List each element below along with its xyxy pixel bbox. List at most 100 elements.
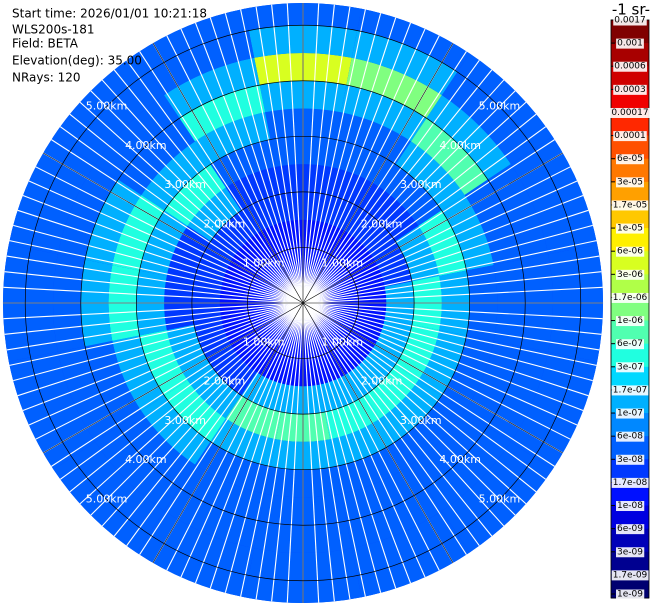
azimuth-line [302,302,563,454]
field-cell [166,225,211,282]
ray-gap [255,6,304,304]
azimuth-line [43,302,304,454]
colorbar-tick-label: 6e-06 [617,247,643,257]
colorbar-label-box [611,292,649,303]
ray-gap [286,3,304,304]
field-cell [533,357,598,470]
range-ring-label: 3.00km [164,414,206,427]
field-cell [441,335,494,412]
colorbar-tick-label: 0.0006 [614,62,646,72]
field-cell [533,136,598,249]
colorbar-band [611,135,649,160]
ray-gap [302,302,593,382]
ray-gap [302,302,320,603]
colorbar-tick-label: 3e-09 [617,547,643,557]
field-cell [324,395,381,440]
azimuth-line [152,302,304,563]
colorbar-tick-label: 0.0003 [614,85,646,95]
ray-gap [302,22,412,304]
colorbar-band [611,66,649,90]
ray-gap [302,69,493,304]
range-ring-label: 5.00km [479,492,521,505]
colorbar-band [611,551,649,576]
ray-gap [302,302,412,584]
ray-gap [302,255,600,304]
range-ring-label: 4.00km [125,453,167,466]
range-ring-label: 1.00km [243,257,285,270]
field-cell [139,330,188,396]
ray-gap [302,302,397,589]
colorbar-band [611,43,649,67]
azimuth-line [302,302,454,563]
range-ring-label: 2.00km [361,375,403,388]
ray-gap [59,126,304,304]
colorbar-tick-label: 1e-07 [617,409,643,419]
colorbar-band [611,366,649,391]
elevation: Elevation(deg): 35.00 [12,54,142,68]
colorbar-tick-label: 1.7e-05 [613,200,648,210]
colorbar-band [611,482,649,507]
colorbar-label-box [613,84,647,95]
ray-gap [126,302,304,547]
field-cell [210,139,276,188]
field-cell [30,351,96,458]
ray-gap [302,302,578,426]
colorbar-tick-label: 6e-05 [617,154,643,164]
colorbar-tick-label: 1e-06 [617,316,643,326]
ray-gap [22,194,304,304]
start-time: Start time: 2026/01/01 10:21:18 [12,7,207,21]
colorbar-tick-label: 0.00017 [611,108,648,118]
ray-gap [4,271,304,304]
colorbar-label-box [616,431,645,442]
colorbar-band [611,297,649,322]
range-ring [80,80,526,526]
ray-gap [302,302,547,480]
ray-gap [302,302,382,593]
ray-gap [302,302,516,516]
field-cell [136,8,249,73]
colorbar-tick-label: 1.7e-07 [613,385,648,395]
field-cell [194,112,271,165]
field-cell [112,335,165,412]
field-cell [194,241,234,287]
ray-gap [302,79,505,304]
field-cell [351,30,458,96]
colorbar-tick-label: 6e-08 [617,432,643,442]
azimuth-line [43,152,304,304]
range-ring-label: 2.00km [361,217,403,230]
ray-gap [9,240,304,304]
field-cell [330,418,396,467]
colorbar-band [611,228,649,252]
ray-gap [302,286,603,304]
ray-gap [302,126,547,304]
colorbar-label-box [616,246,645,257]
colorbar-band [611,204,649,229]
ray-gap [302,90,516,304]
field-cell [136,533,249,598]
ray-gap [9,302,304,366]
field-cell [418,330,467,396]
ray-gap [194,302,304,584]
colorbar-label-box [616,362,644,373]
ray-gap [302,302,480,547]
colorbar-band [611,20,649,44]
field-cell [194,441,271,494]
field-cell [441,194,494,271]
ray-gap [302,13,382,304]
ray-gap [302,4,335,304]
field-cell [324,166,381,211]
field-cell [148,510,255,576]
field-cell [330,139,396,188]
field-cell [194,319,234,365]
range-ring-label: 2.00km [204,375,246,388]
ray-gap [302,6,351,304]
colorbar-tick-label: 0.0001 [614,131,646,141]
ray-gap [240,302,304,597]
colorbar-band [611,89,649,113]
range-ring [24,24,582,582]
ray-gap [166,302,304,571]
field-cell [148,30,255,96]
field-cell [225,395,282,440]
ray-gap [166,35,304,304]
